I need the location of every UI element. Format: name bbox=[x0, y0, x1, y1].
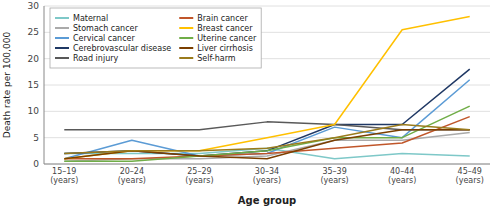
grid-line bbox=[44, 111, 490, 112]
x-tick-label-line: 15–19 bbox=[52, 167, 76, 176]
legend: MaternalStomach cancerCervical cancerCer… bbox=[50, 8, 261, 68]
x-tick-label-line: (years) bbox=[253, 176, 281, 185]
legend-swatch bbox=[55, 47, 69, 49]
x-tick-label-line: (years) bbox=[50, 176, 78, 185]
legend-label: Self-harm bbox=[197, 54, 236, 63]
legend-label: Road injury bbox=[73, 54, 118, 63]
legend-swatch bbox=[55, 37, 69, 39]
legend-label: Stomach cancer bbox=[73, 24, 139, 33]
y-axis bbox=[44, 6, 45, 164]
x-tick-label-line: (years) bbox=[456, 176, 484, 185]
x-tick-label-line: 40–44 bbox=[390, 167, 414, 176]
y-tick-label: 30 bbox=[28, 1, 40, 11]
x-tick-label: 20–24(years) bbox=[118, 167, 146, 185]
x-tick-label-line: 20–24 bbox=[120, 167, 144, 176]
y-tick-label: 15 bbox=[28, 80, 39, 90]
legend-swatch bbox=[55, 27, 69, 29]
legend-swatch bbox=[55, 57, 69, 59]
y-tick-label: 5 bbox=[33, 133, 39, 143]
legend-swatch bbox=[179, 27, 193, 29]
x-axis bbox=[44, 164, 490, 165]
legend-label: Maternal bbox=[73, 14, 108, 23]
x-tick-label: 35–39(years) bbox=[320, 167, 348, 185]
x-tick-label: 45–49(years) bbox=[456, 167, 484, 185]
x-tick-label: 15–19(years) bbox=[50, 167, 78, 185]
legend-swatch bbox=[179, 57, 193, 59]
legend-label: Brain cancer bbox=[197, 14, 248, 23]
y-tick-label: 25 bbox=[28, 27, 39, 37]
legend-frame bbox=[50, 8, 261, 68]
series-line bbox=[64, 69, 469, 156]
series-line bbox=[64, 122, 469, 130]
legend-label: Cerebrovascular disease bbox=[73, 44, 171, 53]
y-tick-label: 10 bbox=[28, 106, 40, 116]
legend-label: Cervical cancer bbox=[73, 34, 136, 43]
y-tick-label: 20 bbox=[28, 54, 40, 64]
y-axis-title: Death rate per 100,000 bbox=[2, 32, 12, 139]
chart: 05101520253015–19(years)20–24(years)25–2… bbox=[0, 0, 500, 208]
x-tick-label-line: (years) bbox=[118, 176, 146, 185]
x-tick-label: 40–44(years) bbox=[388, 167, 416, 185]
x-tick-label-line: (years) bbox=[388, 176, 416, 185]
legend-swatch bbox=[179, 17, 193, 19]
x-tick-label-line: 30–34 bbox=[255, 167, 279, 176]
series-line bbox=[64, 106, 469, 161]
x-tick-label: 30–34(years) bbox=[253, 167, 281, 185]
x-tick-label-line: 35–39 bbox=[322, 167, 346, 176]
plot-area bbox=[64, 17, 469, 162]
x-tick-label-line: (years) bbox=[320, 176, 348, 185]
legend-swatch bbox=[55, 17, 69, 19]
legend-label: Liver cirrhosis bbox=[197, 44, 253, 53]
legend-swatch bbox=[179, 47, 193, 49]
series-line bbox=[64, 17, 469, 159]
series-line bbox=[64, 132, 469, 161]
x-tick-label: 25–29(years) bbox=[185, 167, 213, 185]
legend-swatch bbox=[179, 37, 193, 39]
series-line bbox=[64, 125, 469, 154]
legend-label: Uterine cancer bbox=[197, 34, 257, 43]
legend-label: Breast cancer bbox=[197, 24, 253, 33]
grid-line bbox=[44, 6, 490, 7]
grid-line bbox=[44, 164, 490, 165]
series-line bbox=[64, 130, 469, 159]
x-axis-title: Age group bbox=[238, 195, 296, 206]
x-tick-label-line: 45–49 bbox=[458, 167, 482, 176]
x-tick-label-line: 25–29 bbox=[187, 167, 211, 176]
x-tick-label-line: (years) bbox=[185, 176, 213, 185]
grid-line bbox=[44, 85, 490, 86]
y-tick-label: 0 bbox=[33, 159, 39, 169]
